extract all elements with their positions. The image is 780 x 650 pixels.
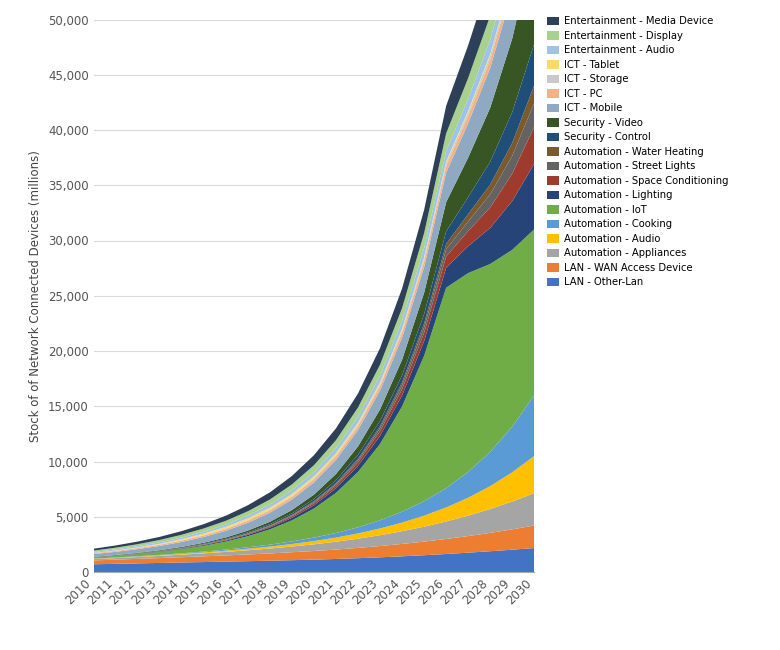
Legend: Entertainment - Media Device, Entertainment - Display, Entertainment - Audio, IC: Entertainment - Media Device, Entertainm… [544, 14, 731, 291]
Y-axis label: Stock of of Network Connected Devices (millions): Stock of of Network Connected Devices (m… [30, 150, 42, 442]
